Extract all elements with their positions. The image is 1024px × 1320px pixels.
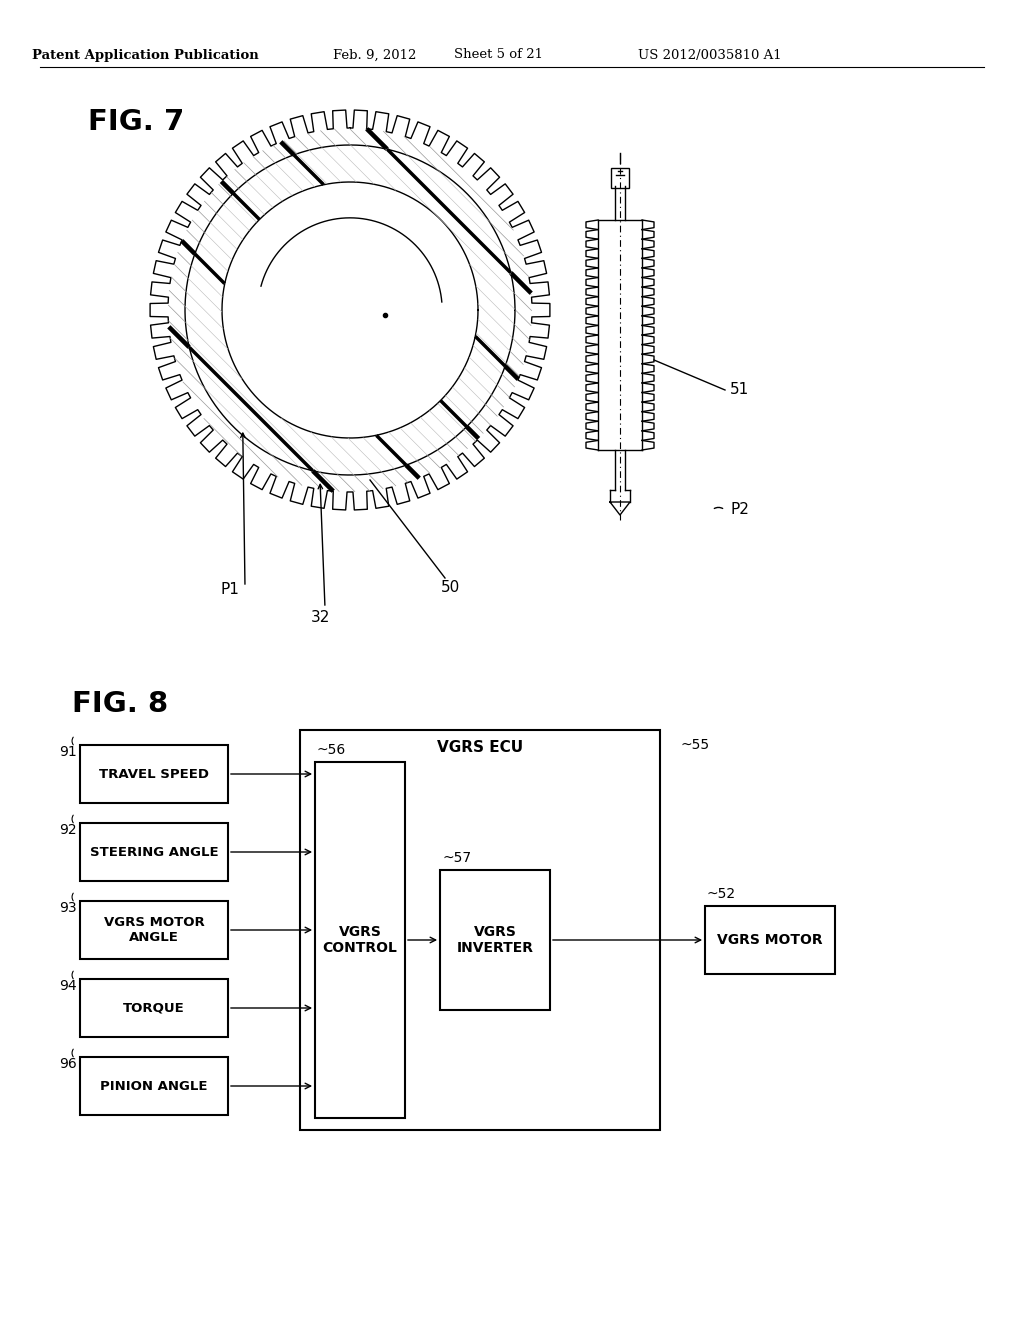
- Text: ~52: ~52: [707, 887, 736, 902]
- Text: TORQUE: TORQUE: [123, 1002, 185, 1015]
- Bar: [80, 744, 228, 803]
- Text: 94: 94: [59, 979, 77, 993]
- Text: 51: 51: [730, 383, 750, 397]
- Text: FIG. 8: FIG. 8: [72, 690, 168, 718]
- Text: ~56: ~56: [317, 743, 346, 756]
- Text: FIG. 7: FIG. 7: [88, 108, 184, 136]
- Bar: [80, 1057, 228, 1115]
- Text: 96: 96: [59, 1057, 77, 1071]
- Text: STEERING ANGLE: STEERING ANGLE: [90, 846, 218, 858]
- Text: Patent Application Publication: Patent Application Publication: [32, 49, 258, 62]
- Bar: [80, 979, 228, 1038]
- Bar: [80, 902, 228, 960]
- Text: VGRS
INVERTER: VGRS INVERTER: [457, 925, 534, 956]
- Text: 92: 92: [59, 822, 77, 837]
- Text: P1: P1: [220, 582, 240, 597]
- Bar: [80, 822, 228, 880]
- Text: P2: P2: [730, 503, 749, 517]
- Text: VGRS ECU: VGRS ECU: [437, 741, 523, 755]
- Text: ~57: ~57: [442, 851, 471, 865]
- Text: ~55: ~55: [681, 738, 710, 752]
- Bar: [300, 730, 660, 1130]
- Text: VGRS MOTOR: VGRS MOTOR: [717, 933, 823, 946]
- Text: 91: 91: [59, 744, 77, 759]
- Bar: [440, 870, 550, 1010]
- Text: US 2012/0035810 A1: US 2012/0035810 A1: [638, 49, 781, 62]
- Text: 50: 50: [440, 579, 460, 595]
- Text: Feb. 9, 2012: Feb. 9, 2012: [334, 49, 417, 62]
- Text: PINION ANGLE: PINION ANGLE: [100, 1080, 208, 1093]
- Bar: [315, 762, 406, 1118]
- Text: TRAVEL SPEED: TRAVEL SPEED: [99, 767, 209, 780]
- Text: 93: 93: [59, 902, 77, 915]
- Text: VGRS
CONTROL: VGRS CONTROL: [323, 925, 397, 956]
- Bar: [611, 168, 629, 187]
- Text: 32: 32: [310, 610, 330, 624]
- Bar: [705, 906, 835, 974]
- Text: Sheet 5 of 21: Sheet 5 of 21: [454, 49, 543, 62]
- Text: VGRS MOTOR
ANGLE: VGRS MOTOR ANGLE: [103, 916, 205, 944]
